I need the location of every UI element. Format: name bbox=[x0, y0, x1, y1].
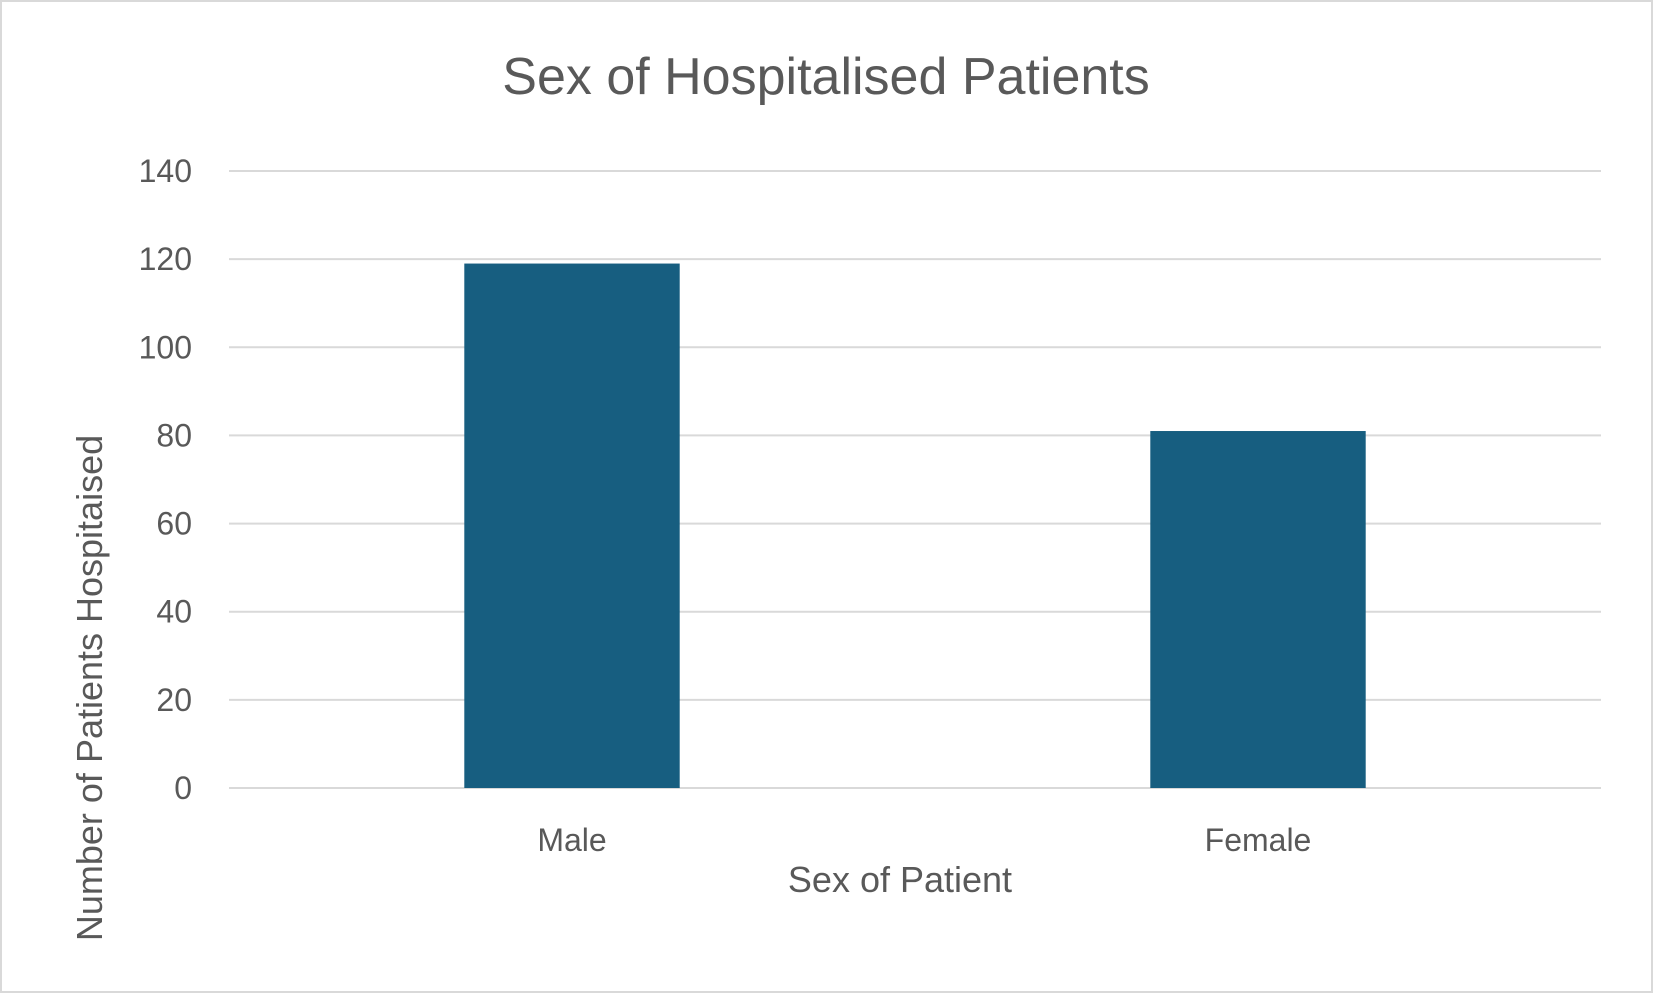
y-tick-label: 120 bbox=[139, 241, 192, 277]
x-axis-label: Sex of Patient bbox=[788, 859, 1012, 900]
y-axis-label: Number of Patients Hospitaised bbox=[69, 435, 110, 941]
y-tick-label: 0 bbox=[174, 770, 192, 806]
bar-male bbox=[464, 263, 680, 788]
x-tick-label: Male bbox=[537, 822, 606, 858]
bar-female bbox=[1150, 431, 1366, 788]
y-axis-ticks: 0 20 40 60 80 100 120 140 bbox=[139, 153, 192, 806]
y-tick-label: 20 bbox=[156, 682, 192, 718]
y-tick-label: 40 bbox=[156, 594, 192, 630]
y-tick-label: 100 bbox=[139, 329, 192, 365]
y-tick-label: 60 bbox=[156, 506, 192, 542]
x-tick-label: Female bbox=[1205, 822, 1312, 858]
chart-title: Sex of Hospitalised Patients bbox=[502, 48, 1149, 106]
y-tick-label: 140 bbox=[139, 153, 192, 189]
bars bbox=[464, 263, 1366, 788]
x-axis-ticks: Male Female bbox=[537, 822, 1311, 858]
y-tick-label: 80 bbox=[156, 417, 192, 453]
gridlines bbox=[229, 170, 1601, 789]
